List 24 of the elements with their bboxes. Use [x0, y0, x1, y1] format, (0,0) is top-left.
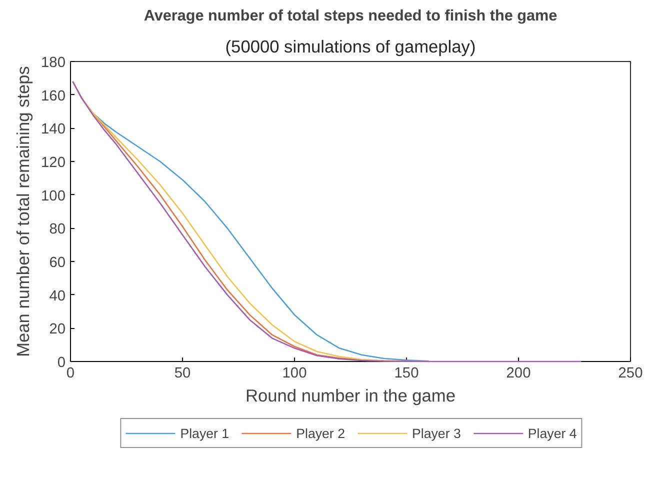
y-tick-label: 160: [41, 88, 66, 104]
y-tick-label: 180: [41, 55, 66, 71]
x-axis-title: Round number in the game: [246, 386, 456, 406]
chart-subtitle: (50000 simulations of gameplay): [225, 36, 476, 56]
legend-label: Player 2: [296, 426, 345, 440]
y-tick-label: 0: [57, 355, 66, 371]
y-tick-label: 120: [41, 155, 66, 171]
legend-label: Player 1: [180, 426, 230, 440]
y-tick-label: 40: [49, 288, 66, 304]
x-tick-label: 150: [394, 366, 419, 382]
line-series: [72, 80, 582, 362]
x-tick-label: 250: [618, 366, 643, 382]
y-tick-label: 80: [49, 222, 66, 238]
y-axis-title: Mean number of total remaining steps: [13, 66, 34, 357]
y-tick-label: 20: [49, 322, 66, 338]
y-tick-label: 140: [41, 122, 66, 138]
x-tick-label: 200: [506, 366, 531, 382]
x-tick-label: 50: [174, 366, 191, 382]
chart-title: Average number of total steps needed to finish the game: [144, 8, 558, 24]
y-tick-label: 100: [41, 188, 66, 204]
legend-label: Player 3: [412, 426, 461, 440]
x-tick-label: 100: [282, 366, 307, 382]
legend-label: Player 4: [528, 426, 577, 440]
y-tick-label: 60: [49, 255, 66, 271]
